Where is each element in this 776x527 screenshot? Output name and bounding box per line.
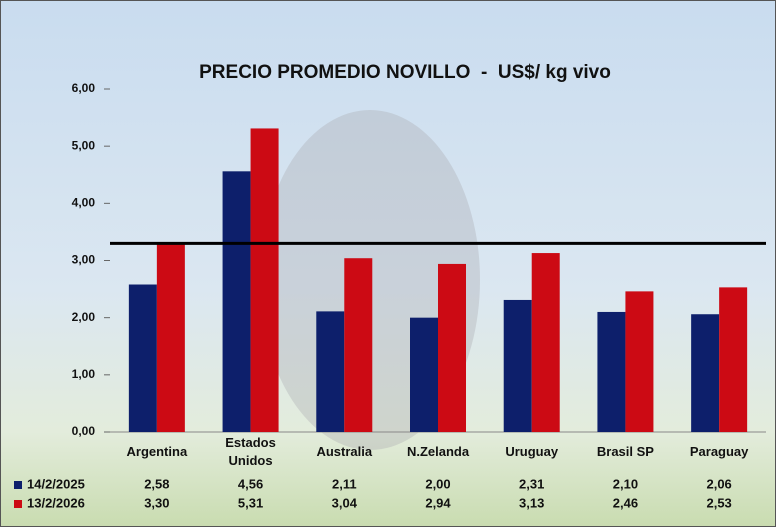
bar xyxy=(438,263,466,432)
value-label: 2,06 xyxy=(706,476,731,491)
bar xyxy=(344,258,373,432)
value-label: 2,31 xyxy=(519,476,544,491)
bar xyxy=(156,243,185,432)
bar xyxy=(503,299,532,432)
bar xyxy=(222,171,251,432)
y-tick-label: 6,00 xyxy=(72,81,96,95)
bar xyxy=(691,314,720,432)
value-label: 2,94 xyxy=(425,495,451,510)
value-label: 2,10 xyxy=(613,476,638,491)
y-tick-label: 0,00 xyxy=(72,424,96,438)
y-tick-label: 1,00 xyxy=(72,367,96,381)
value-label: 2,58 xyxy=(144,476,169,491)
bar xyxy=(597,311,626,432)
x-tick-label: N.Zelanda xyxy=(406,444,470,459)
x-tick-label: Australia xyxy=(316,444,373,459)
bar xyxy=(410,317,438,432)
y-tick-label: 3,00 xyxy=(72,253,96,267)
value-label: 2,00 xyxy=(425,476,450,491)
x-tick-label: Argentina xyxy=(126,444,188,459)
value-label: 2,53 xyxy=(706,495,731,510)
x-tick-label: Uruguay xyxy=(505,444,559,459)
value-label: 2,11 xyxy=(332,476,357,491)
x-tick-label: Estados Unidos xyxy=(225,435,276,468)
x-tick-label: Paraguay xyxy=(689,444,749,459)
value-label: 3,13 xyxy=(519,495,544,510)
bar xyxy=(719,287,748,432)
y-tick-label: 2,00 xyxy=(72,310,96,324)
bar xyxy=(250,128,279,432)
y-tick-label: 5,00 xyxy=(72,138,96,152)
value-label: 5,31 xyxy=(238,495,263,510)
value-label: 4,56 xyxy=(238,476,263,491)
bar xyxy=(316,311,345,432)
x-tick-label: Brasil SP xyxy=(596,444,654,459)
bar xyxy=(128,284,157,432)
bar xyxy=(625,291,654,432)
legend-label: 14/2/2025 xyxy=(27,476,85,491)
value-label: 3,04 xyxy=(332,495,358,510)
chart-title: PRECIO PROMEDIO NOVILLO - US$/ kg vivo xyxy=(199,62,611,83)
value-label: 2,46 xyxy=(613,495,638,510)
legend-label: 13/2/2026 xyxy=(27,495,85,510)
value-label: 3,30 xyxy=(144,495,169,510)
bar xyxy=(531,253,560,432)
y-tick-label: 4,00 xyxy=(72,196,96,210)
legend-swatch xyxy=(14,481,22,489)
legend-swatch xyxy=(14,500,22,508)
